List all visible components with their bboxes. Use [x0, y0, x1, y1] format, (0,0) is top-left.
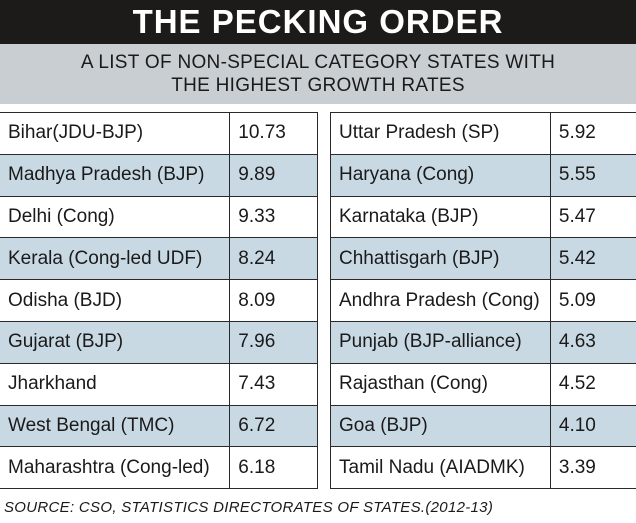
table-row: Jharkhand 7.43: [0, 362, 318, 406]
rate-cell: 5.92: [549, 112, 636, 155]
table-row: Haryana (Cong) 5.55: [330, 153, 636, 197]
state-cell: West Bengal (TMC): [0, 404, 231, 448]
table-row: Madhya Pradesh (BJP) 9.89: [0, 153, 318, 197]
rate-cell: 9.89: [229, 153, 318, 197]
table-row: Maharashtra (Cong-led) 6.18: [0, 446, 318, 490]
table-row: Odisha (BJD) 8.09: [0, 279, 318, 322]
state-cell: Gujarat (BJP): [0, 320, 231, 364]
rate-cell: 3.39: [549, 446, 636, 490]
rate-cell: 6.18: [229, 446, 318, 490]
rate-cell: 4.63: [549, 320, 636, 364]
rate-cell: 8.24: [229, 237, 318, 281]
rate-cell: 6.72: [229, 404, 318, 448]
table-row: Goa (BJP) 4.10: [330, 404, 636, 448]
table-row: Uttar Pradesh (SP) 5.92: [330, 112, 636, 155]
source-note: SOURCE: CSO, STATISTICS DIRECTORATES OF …: [4, 499, 494, 516]
table-row: Tamil Nadu (AIADMK) 3.39: [330, 446, 636, 490]
state-cell: Chhattisgarh (BJP): [330, 237, 551, 281]
title-bar: THE PECKING ORDER: [0, 0, 636, 44]
page-title: THE PECKING ORDER: [132, 3, 504, 40]
table-row: Bihar(JDU-BJP) 10.73: [0, 112, 318, 155]
table-row: Punjab (BJP-alliance) 4.63: [330, 320, 636, 364]
table-row: Delhi (Cong) 9.33: [0, 195, 318, 239]
table-row: Chhattisgarh (BJP) 5.42: [330, 237, 636, 281]
table-row: Gujarat (BJP) 7.96: [0, 320, 318, 364]
state-cell: Haryana (Cong): [330, 153, 551, 197]
state-cell: Bihar(JDU-BJP): [0, 112, 231, 155]
state-cell: Madhya Pradesh (BJP): [0, 153, 231, 197]
state-cell: Delhi (Cong): [0, 195, 231, 239]
rate-cell: 9.33: [229, 195, 318, 239]
table-row: Karnataka (BJP) 5.47: [330, 195, 636, 239]
rate-cell: 5.09: [549, 279, 636, 322]
rate-cell: 4.52: [549, 362, 636, 406]
state-cell: Andhra Pradesh (Cong): [330, 279, 551, 322]
subtitle-line-2: THE HIGHEST GROWTH RATES: [171, 75, 465, 96]
state-cell: Rajasthan (Cong): [330, 362, 551, 406]
table-row: Rajasthan (Cong) 4.52: [330, 362, 636, 406]
rate-cell: 5.55: [549, 153, 636, 197]
tables-container: Bihar(JDU-BJP) 10.73 Madhya Pradesh (BJP…: [0, 112, 636, 490]
state-cell: Jharkhand: [0, 362, 231, 406]
rate-cell: 5.47: [549, 195, 636, 239]
rate-cell: 4.10: [549, 404, 636, 448]
table-row: Andhra Pradesh (Cong) 5.09: [330, 279, 636, 322]
rate-cell: 10.73: [229, 112, 318, 155]
state-cell: Odisha (BJD): [0, 279, 231, 322]
rate-cell: 7.43: [229, 362, 318, 406]
right-table: Uttar Pradesh (SP) 5.92 Haryana (Cong) 5…: [330, 112, 636, 490]
subtitle-line-1: A LIST OF NON-SPECIAL CATEGORY STATES WI…: [80, 52, 556, 73]
state-cell: Tamil Nadu (AIADMK): [330, 446, 551, 490]
state-cell: Goa (BJP): [330, 404, 551, 448]
state-cell: Kerala (Cong-led UDF): [0, 237, 231, 281]
state-cell: Punjab (BJP-alliance): [330, 320, 551, 364]
left-table: Bihar(JDU-BJP) 10.73 Madhya Pradesh (BJP…: [0, 112, 318, 490]
table-row: West Bengal (TMC) 6.72: [0, 404, 318, 448]
rate-cell: 8.09: [229, 279, 318, 322]
state-cell: Uttar Pradesh (SP): [330, 112, 551, 155]
state-cell: Maharashtra (Cong-led): [0, 446, 231, 490]
state-cell: Karnataka (BJP): [330, 195, 551, 239]
subtitle-band: A LIST OF NON-SPECIAL CATEGORY STATES WI…: [0, 44, 636, 104]
table-row: Kerala (Cong-led UDF) 8.24: [0, 237, 318, 281]
rate-cell: 7.96: [229, 320, 318, 364]
rate-cell: 5.42: [549, 237, 636, 281]
